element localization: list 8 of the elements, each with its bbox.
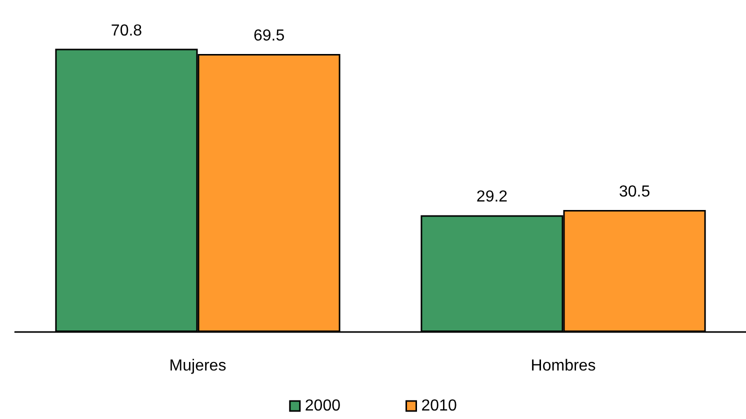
data-label: 69.5 xyxy=(253,28,285,44)
x-tick-label: Hombres xyxy=(530,358,596,374)
x-tick-label: Mujeres xyxy=(169,358,226,374)
legend-label: 2010 xyxy=(421,398,457,414)
data-label: 70.8 xyxy=(110,22,142,40)
data-label: 30.5 xyxy=(618,184,650,200)
data-label: 29.2 xyxy=(476,188,508,206)
legend-label: 2000 xyxy=(304,398,341,414)
